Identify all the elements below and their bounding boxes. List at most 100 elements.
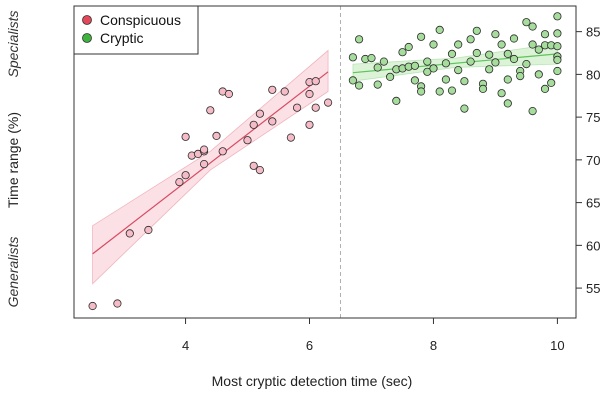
plot-area (88, 6, 562, 318)
data-point-cryptic (416, 32, 426, 41)
x-tick-label: 4 (182, 338, 189, 353)
data-point-cryptic (354, 35, 364, 44)
data-point-cryptic (447, 86, 457, 95)
data-point-cryptic (528, 40, 537, 49)
y-tick-label: 60 (586, 238, 600, 253)
data-point-cryptic (392, 96, 401, 106)
y-tick-label: 85 (586, 25, 600, 40)
x-tick-label: 8 (430, 338, 437, 353)
data-point-cryptic (435, 87, 444, 96)
data-point-conspicuous (224, 89, 233, 99)
x-axis: 4 6 8 10 (182, 318, 565, 353)
y-tick-label: 65 (586, 196, 600, 211)
data-point-conspicuous (305, 120, 314, 129)
data-point-conspicuous (280, 87, 289, 96)
data-point-cryptic (348, 76, 357, 85)
legend-box (73, 5, 199, 55)
data-point-cryptic (398, 48, 407, 57)
data-point-conspicuous (144, 225, 153, 235)
data-point-conspicuous (268, 85, 277, 94)
legend-label-cryptic: Cryptic (100, 30, 144, 46)
data-point-conspicuous (218, 147, 227, 156)
data-point-cryptic (466, 35, 475, 44)
y-tick-label: 75 (586, 110, 600, 125)
data-point-cryptic (410, 61, 419, 70)
data-point-cryptic (478, 84, 488, 94)
data-point-cryptic (522, 59, 531, 69)
data-point-cryptic (547, 78, 556, 88)
data-point-cryptic (423, 67, 432, 76)
data-point-conspicuous (181, 171, 190, 180)
data-point-conspicuous (286, 133, 295, 142)
data-point-cryptic (373, 80, 382, 89)
data-point-cryptic (354, 81, 364, 90)
data-point-cryptic (497, 89, 506, 98)
data-point-cryptic (540, 84, 550, 94)
data-point-conspicuous (88, 301, 97, 311)
data-point-conspicuous (206, 106, 215, 115)
data-point-cryptic (466, 57, 475, 66)
data-point-cryptic (454, 40, 463, 49)
data-point-cryptic (540, 30, 550, 39)
y-tick-label: 70 (586, 153, 600, 168)
data-point-conspicuous (311, 103, 320, 112)
legend-label-conspicuous: Conspicuous (100, 12, 181, 28)
data-point-cryptic (503, 49, 512, 59)
data-point-cryptic (509, 54, 519, 64)
confidence-band-conspicuous (92, 49, 329, 285)
data-point-cryptic (503, 75, 512, 84)
data-point-conspicuous (249, 161, 258, 170)
legend-marker-cryptic (82, 33, 92, 43)
data-point-cryptic (509, 34, 519, 43)
side-label-generalists: Generalists (5, 237, 21, 308)
data-point-cryptic (367, 53, 376, 63)
x-tick-label: 10 (550, 338, 564, 353)
y-axis: 55 60 65 70 75 80 85 (576, 25, 600, 296)
data-point-cryptic (534, 70, 543, 79)
data-point-cryptic (503, 99, 512, 108)
data-point-cryptic (429, 40, 438, 49)
confidence-bands (92, 43, 558, 285)
data-point-cryptic (460, 104, 469, 113)
data-point-cryptic (454, 66, 463, 75)
data-point-cryptic (429, 64, 438, 73)
data-point-cryptic (348, 53, 357, 62)
data-point-conspicuous (212, 131, 221, 140)
data-point-cryptic (497, 40, 506, 49)
data-point-conspicuous (200, 145, 209, 154)
data-point-cryptic (410, 76, 419, 85)
data-point-conspicuous (255, 166, 264, 175)
data-point-conspicuous (249, 120, 258, 129)
x-tick-label: 6 (306, 338, 313, 353)
fit-line-cryptic (352, 53, 558, 74)
data-point-cryptic (528, 107, 537, 116)
y-tick-label: 80 (586, 67, 600, 82)
data-point-conspicuous (125, 229, 134, 238)
data-point-conspicuous (268, 117, 277, 126)
data-point-conspicuous (113, 299, 122, 308)
data-point-cryptic (379, 57, 388, 66)
data-point-conspicuous (175, 178, 184, 187)
data-point-cryptic (553, 66, 562, 76)
data-point-conspicuous (292, 103, 302, 112)
data-point-cryptic (423, 57, 432, 66)
data-point-cryptic (416, 87, 426, 96)
data-point-conspicuous (311, 77, 320, 86)
y-axis-title: Time range (%) (5, 112, 21, 208)
fit-lines (92, 53, 558, 255)
data-point-cryptic (516, 72, 525, 81)
data-point-cryptic (553, 42, 562, 51)
data-point-cryptic (485, 65, 494, 74)
data-point-cryptic (472, 26, 481, 35)
data-point-cryptic (553, 29, 562, 38)
data-point-cryptic (553, 55, 562, 65)
data-point-conspicuous (305, 89, 314, 99)
data-point-cryptic (534, 45, 543, 54)
data-point-conspicuous (323, 98, 333, 107)
data-point-cryptic (460, 77, 469, 86)
data-point-cryptic (522, 18, 531, 27)
y-tick-label: 55 (586, 281, 600, 296)
data-point-conspicuous (200, 160, 209, 169)
side-label-specialists: Specialists (5, 11, 21, 78)
